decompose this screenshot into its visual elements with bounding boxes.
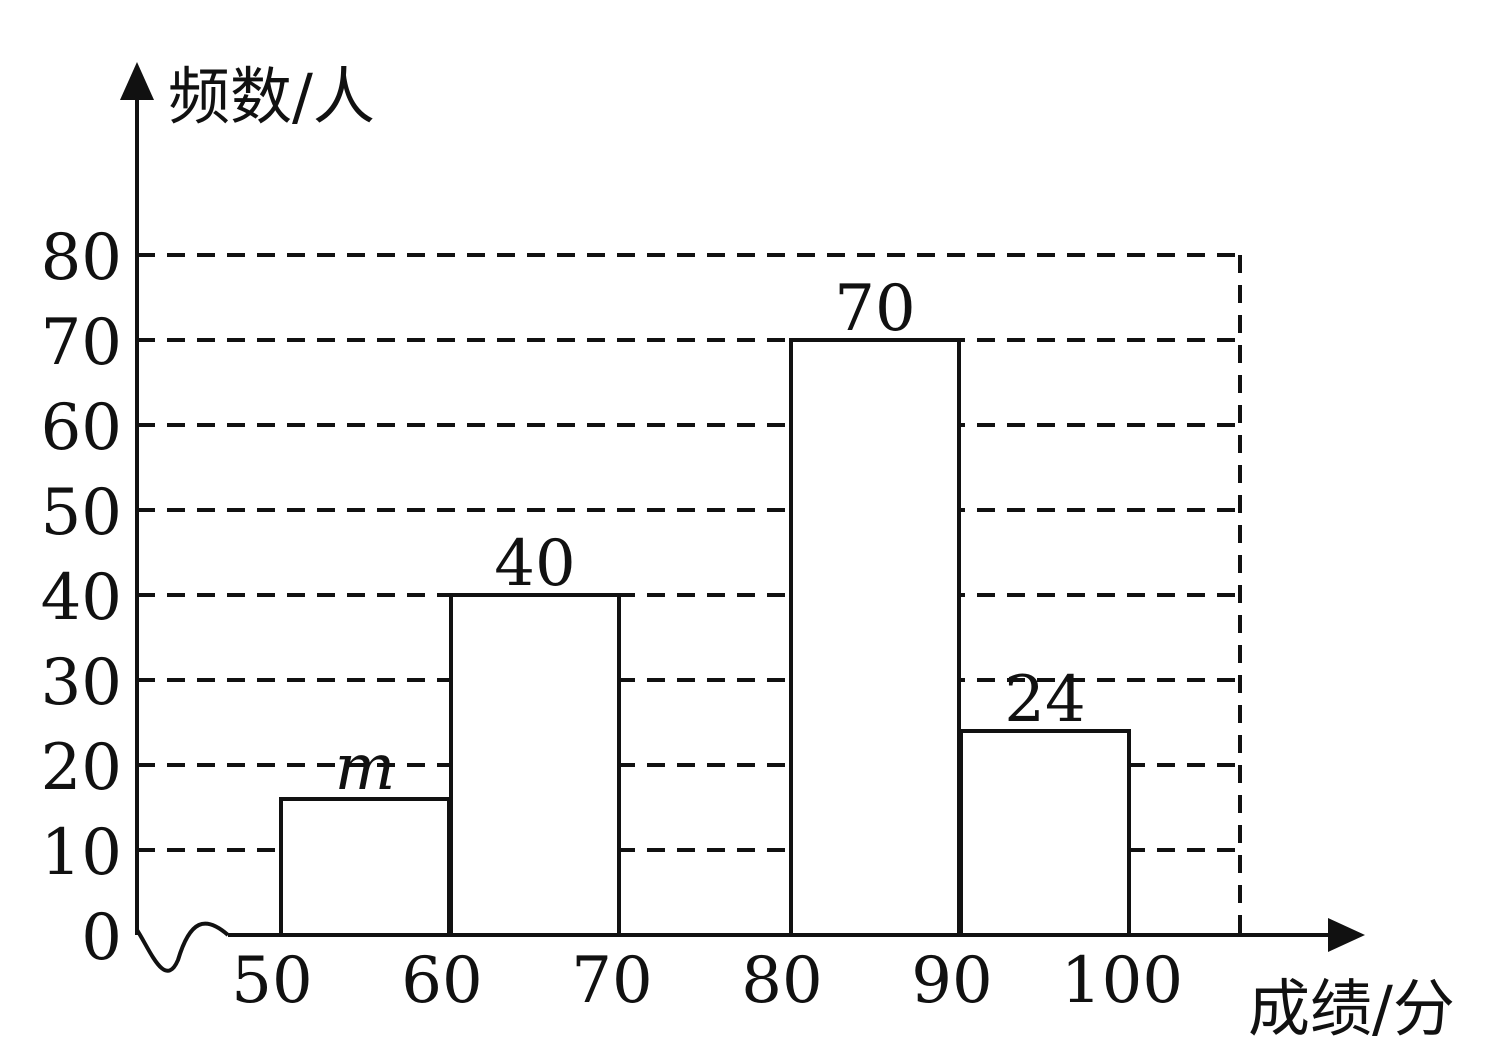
x-tick-80: 80 bbox=[741, 944, 822, 1018]
axis-break-mark bbox=[135, 921, 230, 973]
y-tick-20: 20 bbox=[41, 731, 122, 805]
x-tick-70: 70 bbox=[571, 944, 652, 1018]
x-axis-arrow bbox=[1328, 918, 1365, 952]
x-tick-labels: 50 60 70 80 90 100 bbox=[231, 944, 1183, 1018]
bar-90-100 bbox=[959, 729, 1131, 937]
bars bbox=[279, 338, 1131, 937]
bar-60-70 bbox=[449, 593, 621, 937]
x-tick-100: 100 bbox=[1061, 944, 1183, 1018]
y-tick-0: 0 bbox=[81, 901, 122, 975]
bar-50-60 bbox=[279, 797, 451, 937]
data-label-60-70: 40 bbox=[494, 527, 575, 601]
y-axis-arrow bbox=[120, 62, 154, 100]
y-tick-labels: 0 10 20 30 40 50 60 70 80 bbox=[41, 221, 122, 975]
axes bbox=[120, 62, 1365, 973]
x-tick-60: 60 bbox=[401, 944, 482, 1018]
y-axis-label: 频数/人 bbox=[168, 60, 375, 133]
y-tick-80: 80 bbox=[41, 221, 122, 295]
y-tick-10: 10 bbox=[41, 816, 122, 890]
x-tick-90: 90 bbox=[911, 944, 992, 1018]
gridlines bbox=[137, 253, 1242, 935]
y-tick-40: 40 bbox=[41, 561, 122, 635]
bar-80-90 bbox=[789, 338, 961, 937]
x-axis-label: 成绩/分 bbox=[1248, 972, 1455, 1038]
x-tick-50: 50 bbox=[231, 944, 312, 1018]
y-tick-30: 30 bbox=[41, 646, 122, 720]
data-label-90-100: 24 bbox=[1004, 663, 1085, 737]
data-label-50-60: m bbox=[335, 731, 396, 805]
y-tick-60: 60 bbox=[41, 391, 122, 465]
y-tick-70: 70 bbox=[41, 306, 122, 380]
y-tick-50: 50 bbox=[41, 476, 122, 550]
data-label-80-90: 70 bbox=[834, 272, 915, 346]
data-labels: m 40 70 24 bbox=[335, 272, 1086, 805]
